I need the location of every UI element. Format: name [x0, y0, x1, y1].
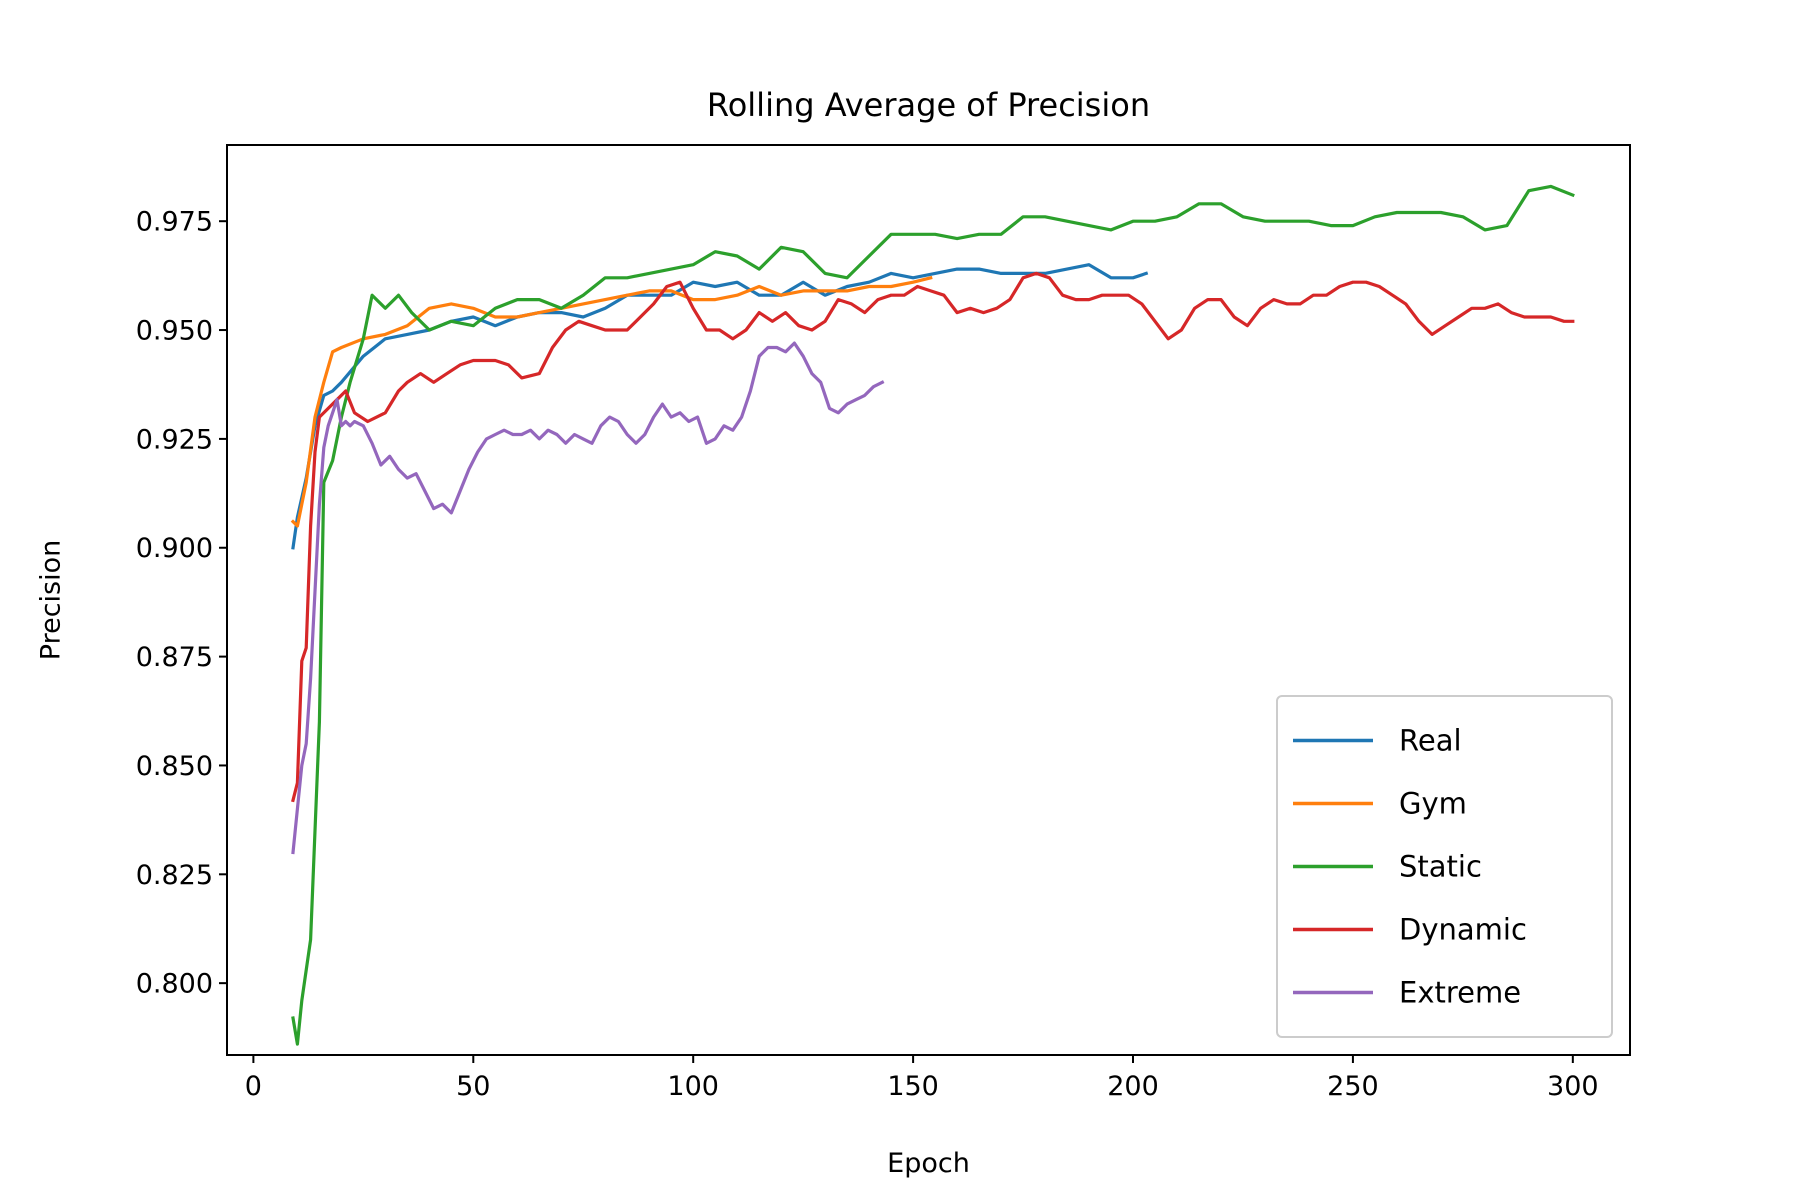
y-tick-label: 0.850 — [136, 751, 213, 782]
legend-box — [1276, 695, 1613, 1038]
plot-lines — [290, 184, 1575, 1046]
legend-label-gym: Gym — [1399, 787, 1467, 821]
series-line-dynamic — [291, 271, 1575, 803]
y-tick-label: 0.950 — [136, 315, 213, 346]
x-axis-label: Epoch — [887, 1148, 970, 1179]
x-tick-label: 50 — [456, 1071, 490, 1102]
y-tick-label: 0.825 — [136, 860, 213, 891]
legend-label-dynamic: Dynamic — [1399, 913, 1527, 947]
y-tick-label: 0.900 — [136, 533, 213, 564]
series-line-extreme — [291, 341, 885, 855]
chart-title: Rolling Average of Precision — [707, 86, 1150, 124]
x-tick-label: 300 — [1547, 1071, 1599, 1102]
x-tick-label: 150 — [887, 1071, 939, 1102]
y-tick-label: 0.800 — [136, 969, 213, 1000]
legend-label-extreme: Extreme — [1399, 976, 1521, 1010]
y-tick-label: 0.875 — [136, 642, 213, 673]
y-tick-label: 0.925 — [136, 424, 213, 455]
x-tick-label: 200 — [1107, 1071, 1159, 1102]
y-axis-ticks: 0.800 0.825 0.850 0.875 0.900 0.925 0.950 0.975 — [136, 207, 227, 1000]
x-axis-ticks: 0 50 100 150 200 250 300 — [245, 1055, 1599, 1102]
x-tick-label: 250 — [1327, 1071, 1379, 1102]
x-tick-label: 100 — [667, 1071, 719, 1102]
y-tick-label: 0.975 — [136, 207, 213, 238]
x-tick-label: 0 — [245, 1071, 262, 1102]
legend-label-real: Real — [1399, 724, 1462, 758]
legend: Real Gym Static Dynamic Extreme — [1276, 695, 1613, 1038]
legend-label-static: Static — [1399, 850, 1482, 884]
y-axis-label: Precision — [35, 540, 66, 660]
plot-frame — [226, 144, 1631, 1056]
series-line-static — [291, 184, 1575, 1046]
series-line-gym — [290, 275, 933, 528]
